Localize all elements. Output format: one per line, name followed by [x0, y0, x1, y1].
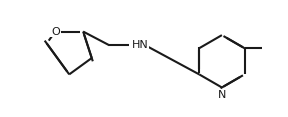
Text: HN: HN — [132, 40, 149, 50]
Text: N: N — [218, 90, 226, 100]
Text: O: O — [51, 27, 60, 37]
